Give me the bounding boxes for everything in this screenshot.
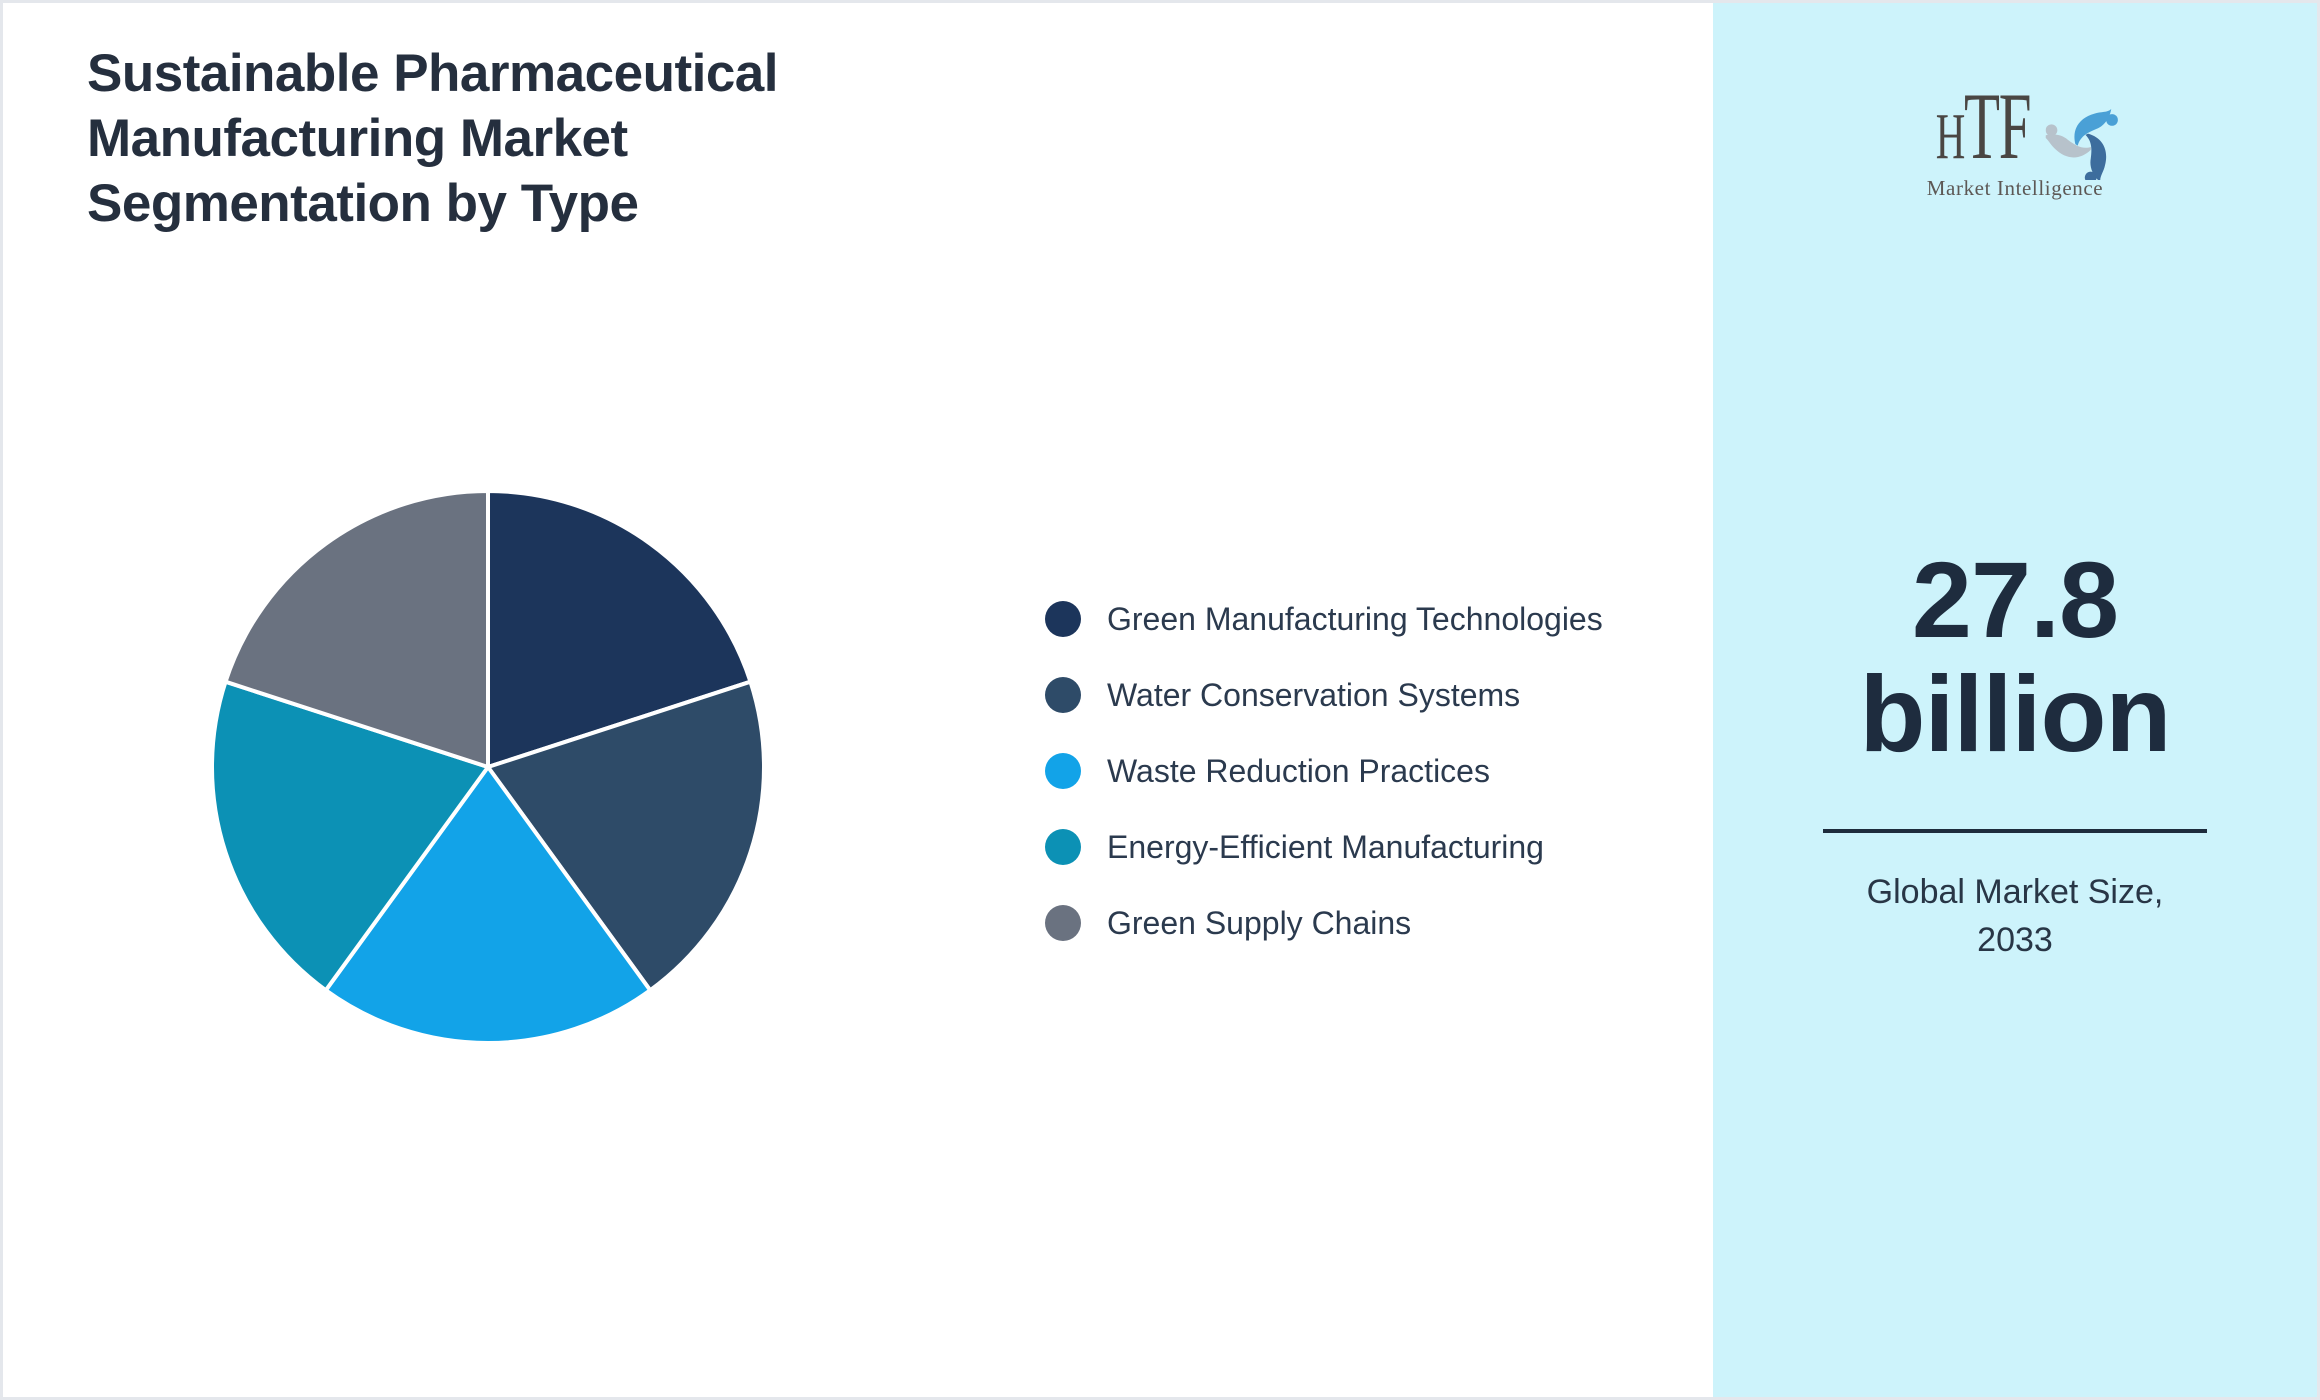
legend-item: Green Manufacturing Technologies [1045, 599, 1603, 639]
htf-logo-letters-tf: TF [1964, 73, 2032, 179]
chart-legend: Green Manufacturing Technologies Water Co… [1045, 599, 1603, 979]
legend-label: Energy-Efficient Manufacturing [1107, 828, 1544, 865]
page-title-line-1: Sustainable Pharmaceutical [87, 44, 779, 103]
legend-label: Green Supply Chains [1107, 904, 1412, 941]
legend-dot-icon [1045, 677, 1081, 713]
legend-dot-icon [1045, 601, 1081, 637]
htf-logo-subtitle: Market Intelligence [1926, 176, 2104, 200]
market-size-number: 27.8 [1911, 539, 2119, 660]
legend-item: Water Conservation Systems [1045, 675, 1603, 715]
page-title: Sustainable Pharmaceutical Manufacturing… [87, 41, 779, 236]
pie-slice-water-conservation-systems [486, 679, 766, 993]
market-size-caption-line-1: Global Market Size, [1866, 873, 2164, 911]
market-size-panel: HTF Market Intelligence [1713, 3, 2317, 1397]
page-title-line-2: Manufacturing Market [87, 109, 628, 168]
htf-logo-letter-h: H [1935, 100, 1966, 173]
pie-slice-green-manufacturing-technologies [486, 489, 753, 769]
market-size-caption-line-2: 2033 [1977, 921, 2053, 959]
market-size-value: 27.8 billion [1713, 543, 2317, 771]
legend-dot-icon [1045, 829, 1081, 865]
legend-label: Waste Reduction Practices [1107, 752, 1490, 789]
legend-item: Waste Reduction Practices [1045, 751, 1603, 791]
legend-dot-icon [1045, 753, 1081, 789]
market-size-caption: Global Market Size, 2033 [1713, 868, 2317, 964]
legend-label: Water Conservation Systems [1107, 676, 1521, 713]
legend-label: Green Manufacturing Technologies [1107, 600, 1603, 637]
htf-logo-text: HTF [1935, 79, 2032, 174]
pie-slice-energy-efficient-manufacturing [210, 679, 490, 993]
htf-logo: HTF Market Intelligence [1907, 79, 2124, 201]
pie-chart [208, 487, 768, 1047]
panel-divider [1823, 829, 2207, 833]
pie-slice-green-supply-chains [223, 489, 490, 769]
htf-logo-row: HTF [1907, 79, 2124, 180]
legend-dot-icon [1045, 905, 1081, 941]
legend-item: Energy-Efficient Manufacturing [1045, 827, 1603, 867]
pie-slice-waste-reduction-practices [323, 765, 653, 1046]
legend-item: Green Supply Chains [1045, 903, 1603, 943]
market-size-unit: billion [1859, 653, 2172, 774]
page-title-line-3: Segmentation by Type [87, 174, 639, 233]
htf-logo-swirl-icon [2045, 109, 2118, 180]
pie-chart-svg [210, 489, 766, 1046]
